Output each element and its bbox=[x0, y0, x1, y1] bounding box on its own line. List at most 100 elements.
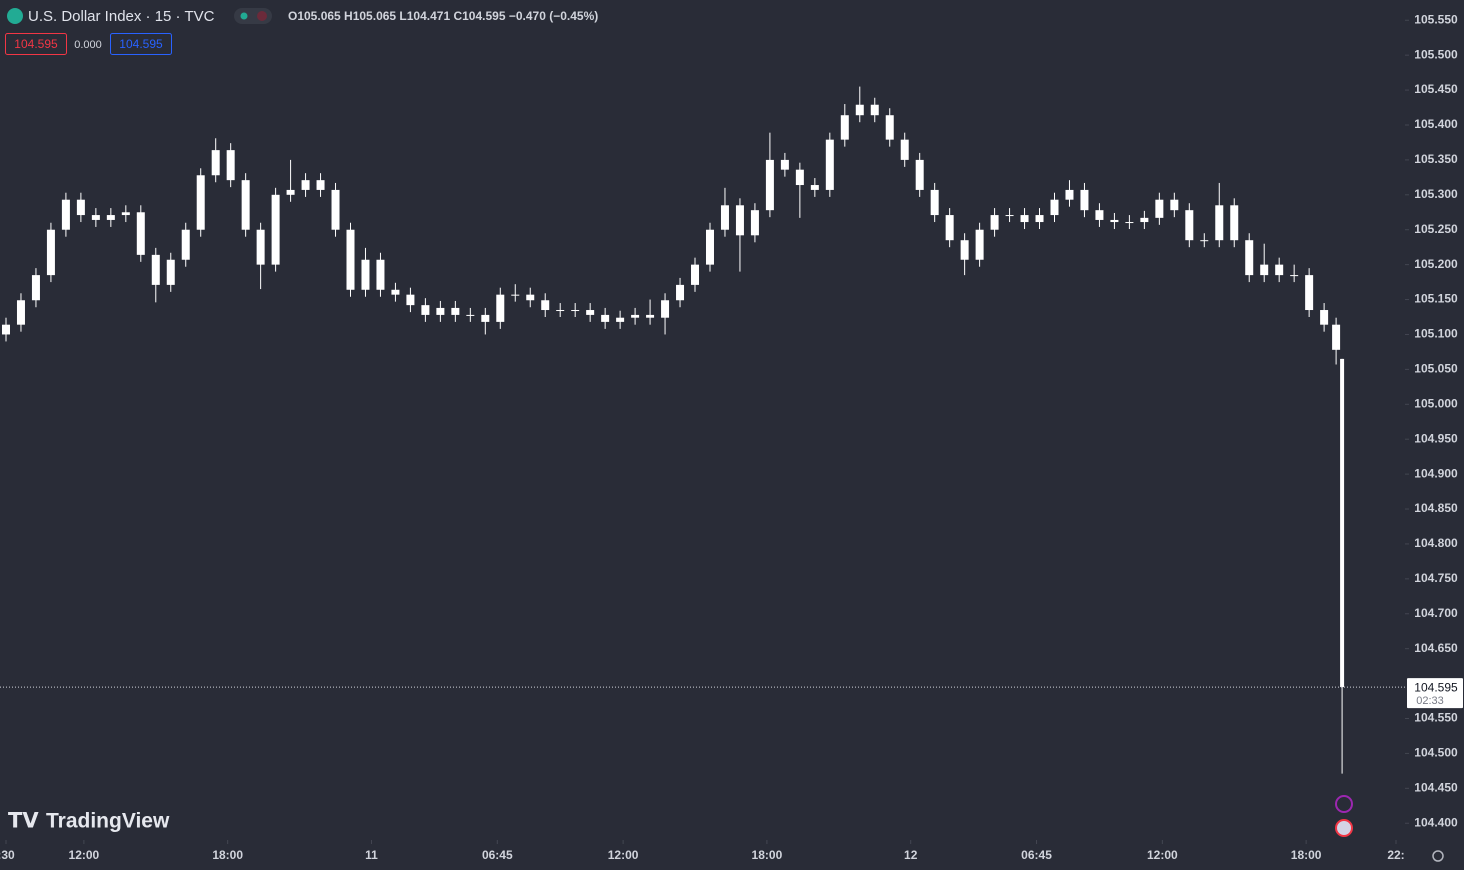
candle-body bbox=[930, 189, 939, 216]
x-tick-label: 06:45 bbox=[482, 848, 513, 862]
candle-body bbox=[541, 300, 550, 311]
candle-body bbox=[1005, 215, 1014, 217]
y-tick-label: 105.350 bbox=[1414, 152, 1458, 166]
x-tick-label: 18:00 bbox=[212, 848, 243, 862]
candle-body bbox=[915, 159, 924, 190]
candle-body bbox=[271, 194, 280, 265]
candle-body bbox=[1170, 199, 1179, 211]
y-tick-label: 104.500 bbox=[1414, 746, 1458, 760]
candle-body bbox=[1035, 215, 1044, 223]
candle-body bbox=[1050, 199, 1059, 216]
candle-body bbox=[960, 240, 969, 260]
candle-body bbox=[735, 205, 744, 236]
candle-body bbox=[1185, 210, 1194, 241]
candle-body bbox=[885, 115, 894, 140]
y-tick-label: 104.700 bbox=[1414, 606, 1458, 620]
candle-body bbox=[466, 314, 475, 316]
candle-body bbox=[1290, 275, 1299, 277]
x-tick-label: 18:00 bbox=[1291, 848, 1322, 862]
candle-body bbox=[646, 314, 655, 318]
y-tick-label: 105.400 bbox=[1414, 117, 1458, 131]
y-tick-label: 104.800 bbox=[1414, 536, 1458, 550]
y-tick-label: 105.050 bbox=[1414, 362, 1458, 376]
sell-badge[interactable] bbox=[5, 33, 67, 55]
candle-body bbox=[1080, 189, 1089, 211]
candle-body bbox=[361, 259, 370, 290]
candle-body bbox=[1, 324, 10, 335]
candle-body bbox=[1230, 205, 1239, 241]
candle-body bbox=[571, 310, 580, 312]
candle-body bbox=[316, 180, 325, 190]
candle-body bbox=[196, 175, 205, 230]
event-flag[interactable] bbox=[1335, 819, 1353, 837]
candle-body bbox=[945, 215, 954, 241]
candle-body bbox=[1260, 264, 1269, 276]
candle-body bbox=[676, 284, 685, 301]
candle-body bbox=[601, 314, 610, 322]
candle-body bbox=[301, 180, 310, 190]
last-price-label: 104.595 bbox=[1414, 680, 1458, 694]
candle-body bbox=[76, 199, 85, 216]
watermark: TradingView bbox=[46, 810, 170, 833]
x-tick-label: 12 bbox=[904, 848, 918, 862]
sell-price: 104.595 bbox=[14, 37, 58, 51]
x-tick-label: :30 bbox=[0, 848, 15, 862]
candle-body bbox=[1125, 222, 1134, 224]
candle-body bbox=[975, 229, 984, 260]
candle-body bbox=[705, 229, 714, 265]
candle-body bbox=[1245, 240, 1254, 276]
candle-body bbox=[121, 212, 130, 216]
y-tick-label: 105.100 bbox=[1414, 327, 1458, 341]
status-dot bbox=[257, 11, 267, 21]
candle-body bbox=[556, 310, 565, 312]
candle-body bbox=[346, 229, 355, 290]
candle-body bbox=[1065, 189, 1074, 200]
y-tick-label: 105.250 bbox=[1414, 222, 1458, 236]
candle-body bbox=[1305, 275, 1314, 311]
event-icon[interactable] bbox=[1335, 795, 1353, 813]
candle-body bbox=[1095, 210, 1104, 220]
candle-body bbox=[61, 199, 70, 230]
candle-body bbox=[900, 139, 909, 160]
last-price-box bbox=[1407, 678, 1463, 709]
candle-body bbox=[691, 264, 700, 285]
candle-body bbox=[286, 189, 295, 195]
status-dot bbox=[240, 12, 248, 20]
candle-body bbox=[436, 307, 445, 315]
candle-body bbox=[1020, 215, 1029, 223]
y-tick-label: 104.900 bbox=[1414, 466, 1458, 480]
y-tick-label: 104.750 bbox=[1414, 571, 1458, 585]
candle-body bbox=[1340, 358, 1345, 688]
buy-badge[interactable] bbox=[110, 33, 172, 55]
y-tick-label: 104.450 bbox=[1414, 781, 1458, 795]
candle-body bbox=[765, 159, 774, 211]
candle-body bbox=[31, 275, 40, 301]
candle-body bbox=[451, 307, 460, 315]
candle-body bbox=[631, 314, 640, 318]
candle-body bbox=[211, 150, 220, 176]
candle-body bbox=[91, 215, 100, 220]
candle-body bbox=[376, 259, 385, 290]
y-tick-label: 104.550 bbox=[1414, 711, 1458, 725]
symbol-title[interactable]: U.S. Dollar Index · 15 · TVC bbox=[28, 8, 215, 25]
candle-body bbox=[46, 229, 55, 276]
candle-body bbox=[391, 289, 400, 295]
candle-body bbox=[990, 215, 999, 230]
y-tick-label: 105.000 bbox=[1414, 396, 1458, 410]
countdown: 02:33 bbox=[1416, 695, 1444, 707]
candle-body bbox=[136, 212, 145, 255]
candle-body bbox=[661, 300, 670, 318]
candle-body bbox=[586, 310, 595, 315]
candle-body bbox=[825, 139, 834, 190]
candle-body bbox=[855, 104, 864, 116]
y-tick-label: 105.150 bbox=[1414, 292, 1458, 306]
spread: 0.000 bbox=[74, 39, 102, 51]
x-tick-label: 22: bbox=[1387, 848, 1404, 862]
candle-body bbox=[331, 189, 340, 230]
ohlc-readout: O105.065 H105.065 L104.471 C104.595 −0.4… bbox=[288, 9, 598, 23]
candle-body bbox=[241, 180, 250, 230]
settings-icon[interactable] bbox=[1432, 850, 1444, 862]
